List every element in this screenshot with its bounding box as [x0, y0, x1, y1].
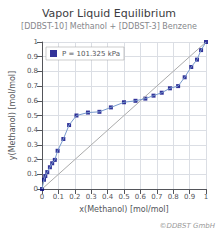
svg-text:y(Methanol) [mol/mol]: y(Methanol) [mol/mol] [8, 71, 17, 160]
svg-text:0.9: 0.9 [184, 193, 195, 201]
svg-text:P = 101.325 kPa: P = 101.325 kPa [62, 50, 120, 58]
svg-text:0.8: 0.8 [168, 193, 179, 201]
svg-text:0.3: 0.3 [27, 141, 38, 149]
svg-text:0.2: 0.2 [69, 193, 80, 201]
svg-text:Vapor Liquid Equilibrium: Vapor Liquid Equilibrium [42, 7, 176, 20]
svg-text:©DDBST GmbH: ©DDBST GmbH [160, 222, 216, 230]
svg-text:0.7: 0.7 [151, 193, 162, 201]
svg-text:0: 0 [34, 185, 38, 193]
svg-text:0.1: 0.1 [27, 170, 38, 178]
svg-text:0.1: 0.1 [53, 193, 64, 201]
svg-text:0.5: 0.5 [27, 112, 38, 120]
svg-text:0.7: 0.7 [27, 82, 38, 90]
svg-text:0.8: 0.8 [27, 67, 38, 75]
svg-text:0.3: 0.3 [86, 193, 97, 201]
svg-text:0.4: 0.4 [27, 126, 39, 134]
svg-text:0.6: 0.6 [135, 193, 147, 201]
svg-text:[DDBST-10] Methanol + [DDBST-3: [DDBST-10] Methanol + [DDBST-3] Benzene [21, 22, 197, 31]
svg-text:0.6: 0.6 [27, 97, 39, 105]
svg-text:0.5: 0.5 [118, 193, 129, 201]
svg-text:1: 1 [34, 38, 38, 46]
svg-text:0.2: 0.2 [27, 156, 38, 164]
svg-text:0: 0 [40, 193, 44, 201]
svg-text:x(Methanol) [mol/mol]: x(Methanol) [mol/mol] [79, 205, 168, 214]
svg-text:0.9: 0.9 [27, 53, 38, 61]
svg-text:1: 1 [204, 193, 208, 201]
svg-text:0.4: 0.4 [102, 193, 114, 201]
